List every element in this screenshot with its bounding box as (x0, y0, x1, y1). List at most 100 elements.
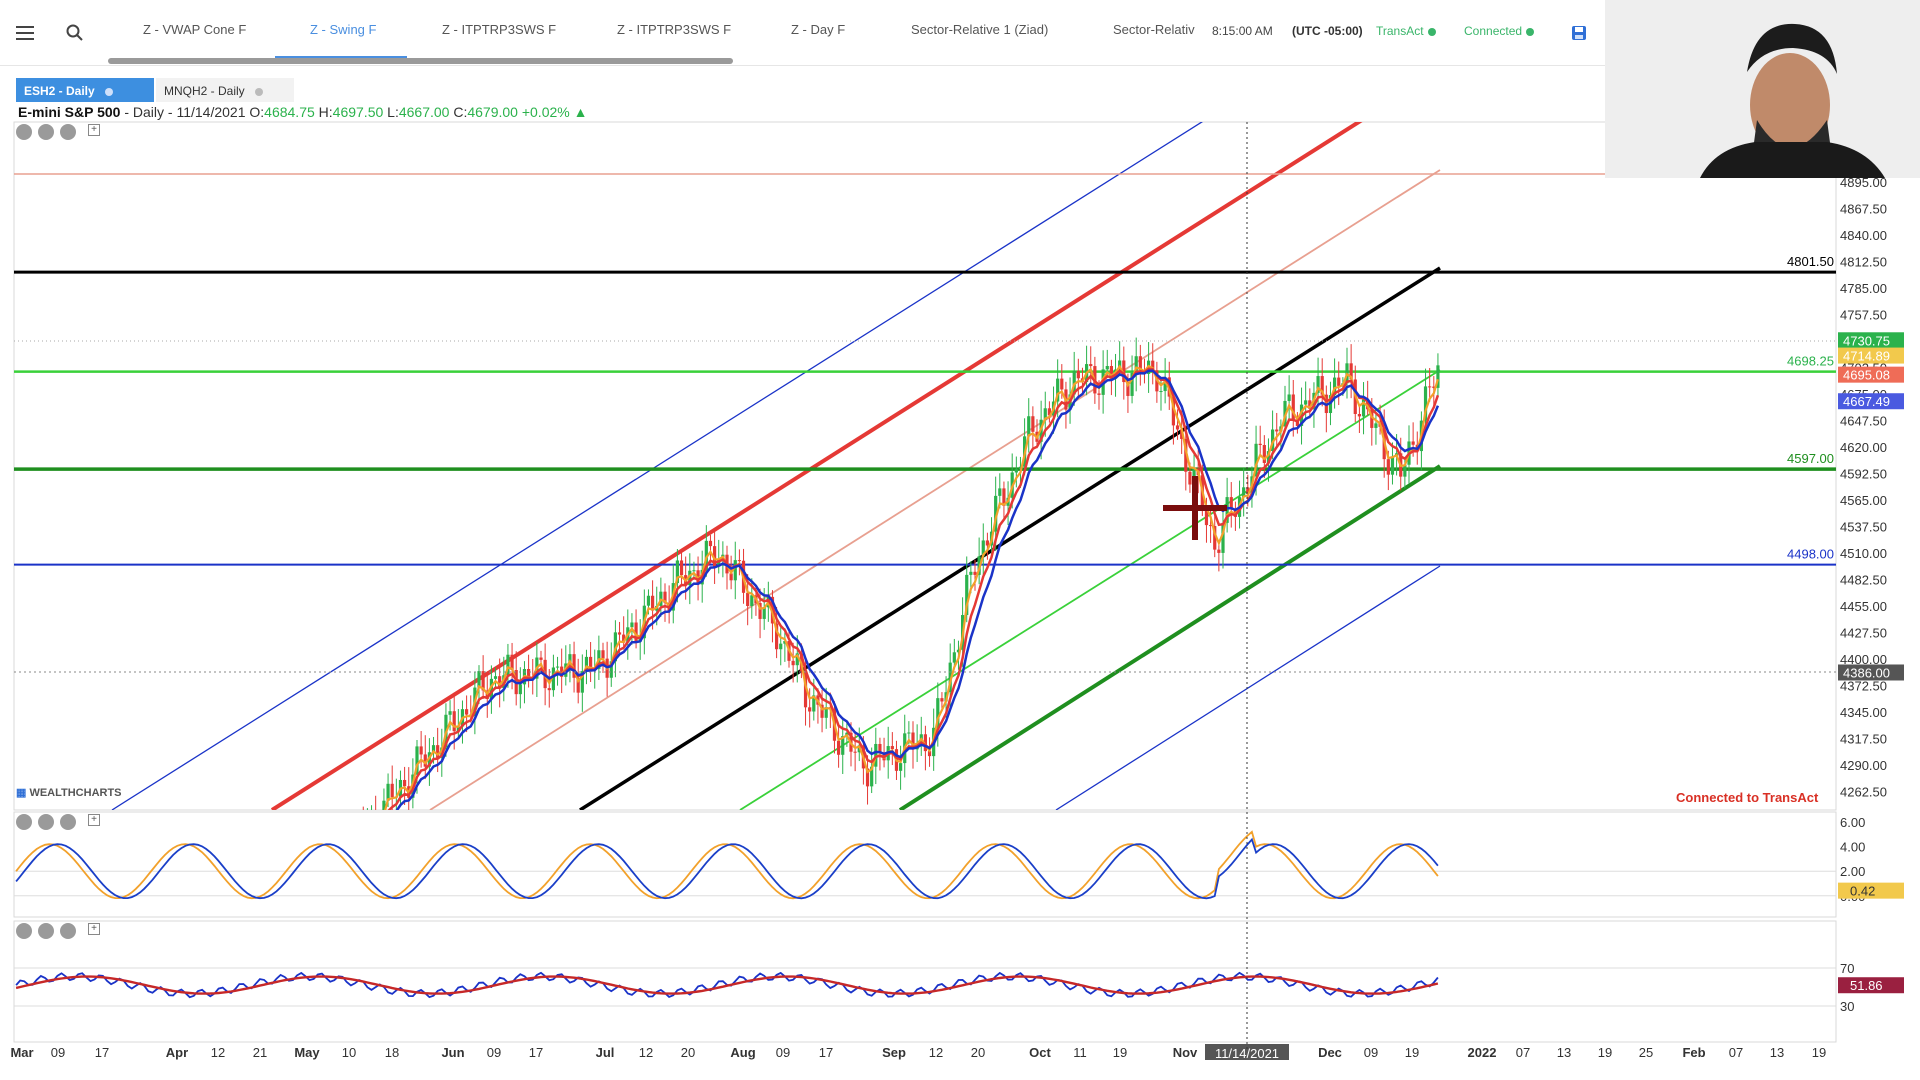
search-icon[interactable] (62, 20, 88, 46)
panel-down-icon[interactable] (38, 814, 54, 830)
y-tick-label: 4537.50 (1840, 520, 1887, 535)
candle-body (1320, 376, 1324, 395)
panel-expand-icon[interactable]: + (88, 814, 100, 826)
candle-body (717, 559, 721, 567)
y-tick-label: 4455.00 (1840, 599, 1887, 614)
candle-body (890, 746, 894, 750)
candle-body (1109, 366, 1113, 379)
hamburger-menu-icon[interactable] (12, 20, 38, 46)
close-value: 4679.00 (467, 104, 518, 120)
panel-up-icon[interactable] (60, 814, 76, 830)
candle-body (1027, 416, 1031, 437)
candle-body (634, 622, 638, 642)
candle-body (498, 676, 502, 689)
price-marker-label: 4730.75 (1843, 333, 1890, 348)
panel-close-icon[interactable] (16, 923, 32, 939)
panel-close-icon[interactable] (16, 124, 32, 140)
connection-status[interactable]: Connected (1464, 24, 1535, 38)
save-icon[interactable] (1566, 20, 1592, 46)
x-tick-label: 12 (929, 1045, 943, 1060)
candle-body (465, 709, 469, 715)
candle-body (956, 649, 961, 653)
candle-body (1159, 391, 1163, 393)
price-marker-box (1838, 347, 1904, 364)
candle-body (1138, 356, 1142, 370)
candle-body (1357, 413, 1361, 417)
symbol-tab-mnqh2[interactable]: MNQH2 - Daily (156, 78, 294, 102)
candle-body (775, 623, 779, 650)
panel-down-icon[interactable] (38, 923, 54, 939)
candle-body (1221, 522, 1225, 553)
candle-body (1316, 376, 1320, 393)
x-tick-label: 09 (1364, 1045, 1378, 1060)
x-tick-label: 20 (971, 1045, 985, 1060)
candle-body (841, 736, 845, 755)
candle-body (1246, 487, 1250, 495)
ind1-tick-label: 2.00 (1840, 864, 1865, 879)
x-tick-label: 17 (95, 1045, 109, 1060)
panel-expand-icon[interactable]: + (88, 124, 100, 136)
x-tick-label: 09 (487, 1045, 501, 1060)
candle-body (1361, 399, 1366, 417)
transact-status[interactable]: TransAct (1376, 24, 1436, 38)
y-tick-label: 4895.00 (1840, 175, 1887, 190)
tab-vwap-cone[interactable]: Z - VWAP Cone F (143, 22, 247, 37)
x-tick-label: 25 (1639, 1045, 1653, 1060)
ind1-value-label: 0.42 (1850, 884, 1875, 899)
ind2-value-box (1838, 977, 1904, 994)
candle-body (675, 560, 679, 584)
tab-swing[interactable]: Z - Swing F (310, 22, 377, 37)
x-tick-label: 17 (529, 1045, 543, 1060)
candle-body (609, 661, 613, 678)
tab-itptrp3sws-2[interactable]: Z - ITPTRP3SWS F (617, 22, 732, 37)
ind1-value-box (1838, 882, 1904, 899)
candle-body (415, 746, 419, 775)
candle-body (1432, 386, 1436, 388)
tab-itptrp3sws-1[interactable]: Z - ITPTRP3SWS F (442, 22, 557, 37)
candle-body (663, 591, 667, 603)
candle-body (870, 766, 874, 787)
tab-sector-relative-2[interactable]: Sector-Relativ (1113, 22, 1195, 37)
panel-close-icon[interactable] (16, 814, 32, 830)
panel-expand-icon[interactable]: + (88, 923, 100, 935)
x-tick-label: 09 (51, 1045, 65, 1060)
candle-body (1209, 525, 1213, 527)
x-tick-label: Nov (1173, 1045, 1198, 1060)
candle-body (1287, 394, 1291, 401)
panel-up-icon[interactable] (60, 124, 76, 140)
symbol-tab-esh2[interactable]: ESH2 - Daily (16, 78, 154, 102)
symbol-tab-dot (104, 87, 113, 96)
tab-sector-relative-1[interactable]: Sector-Relative 1 (Ziad) (911, 22, 1049, 37)
open-value: 4684.75 (264, 104, 315, 120)
candle-body (1060, 378, 1064, 390)
candle-body (1266, 451, 1271, 463)
candle-body (572, 654, 576, 678)
ind2-value-label: 51.86 (1850, 978, 1883, 993)
candle-body (812, 695, 816, 712)
candle-body (791, 660, 795, 666)
price-panel (13, 121, 1837, 811)
candle-body (477, 671, 481, 688)
candle-body (1411, 441, 1415, 445)
tab-day[interactable]: Z - Day F (791, 22, 846, 37)
candle-body (527, 669, 531, 679)
x-tick-label: 09 (776, 1045, 790, 1060)
bottom-strip (0, 1060, 1920, 1080)
candle-body (783, 640, 787, 644)
candle-body (1428, 386, 1432, 388)
x-tick-label: 19 (1405, 1045, 1419, 1060)
ohlc-header: E-mini S&P 500 - Daily - 11/14/2021 O:46… (18, 104, 587, 120)
x-tick-label: 18 (385, 1045, 399, 1060)
candle-body (382, 800, 386, 810)
tabs-scrollbar[interactable] (108, 58, 733, 64)
x-tick-label: 11 (1073, 1045, 1087, 1060)
y-tick-label: 4290.00 (1840, 758, 1887, 773)
candle-body (1370, 409, 1374, 428)
panel-down-icon[interactable] (38, 124, 54, 140)
candle-body (1130, 372, 1134, 396)
panel-up-icon[interactable] (60, 923, 76, 939)
y-tick-label: 4317.50 (1840, 732, 1887, 747)
candle-body (899, 763, 903, 771)
candle-body (1390, 456, 1395, 475)
